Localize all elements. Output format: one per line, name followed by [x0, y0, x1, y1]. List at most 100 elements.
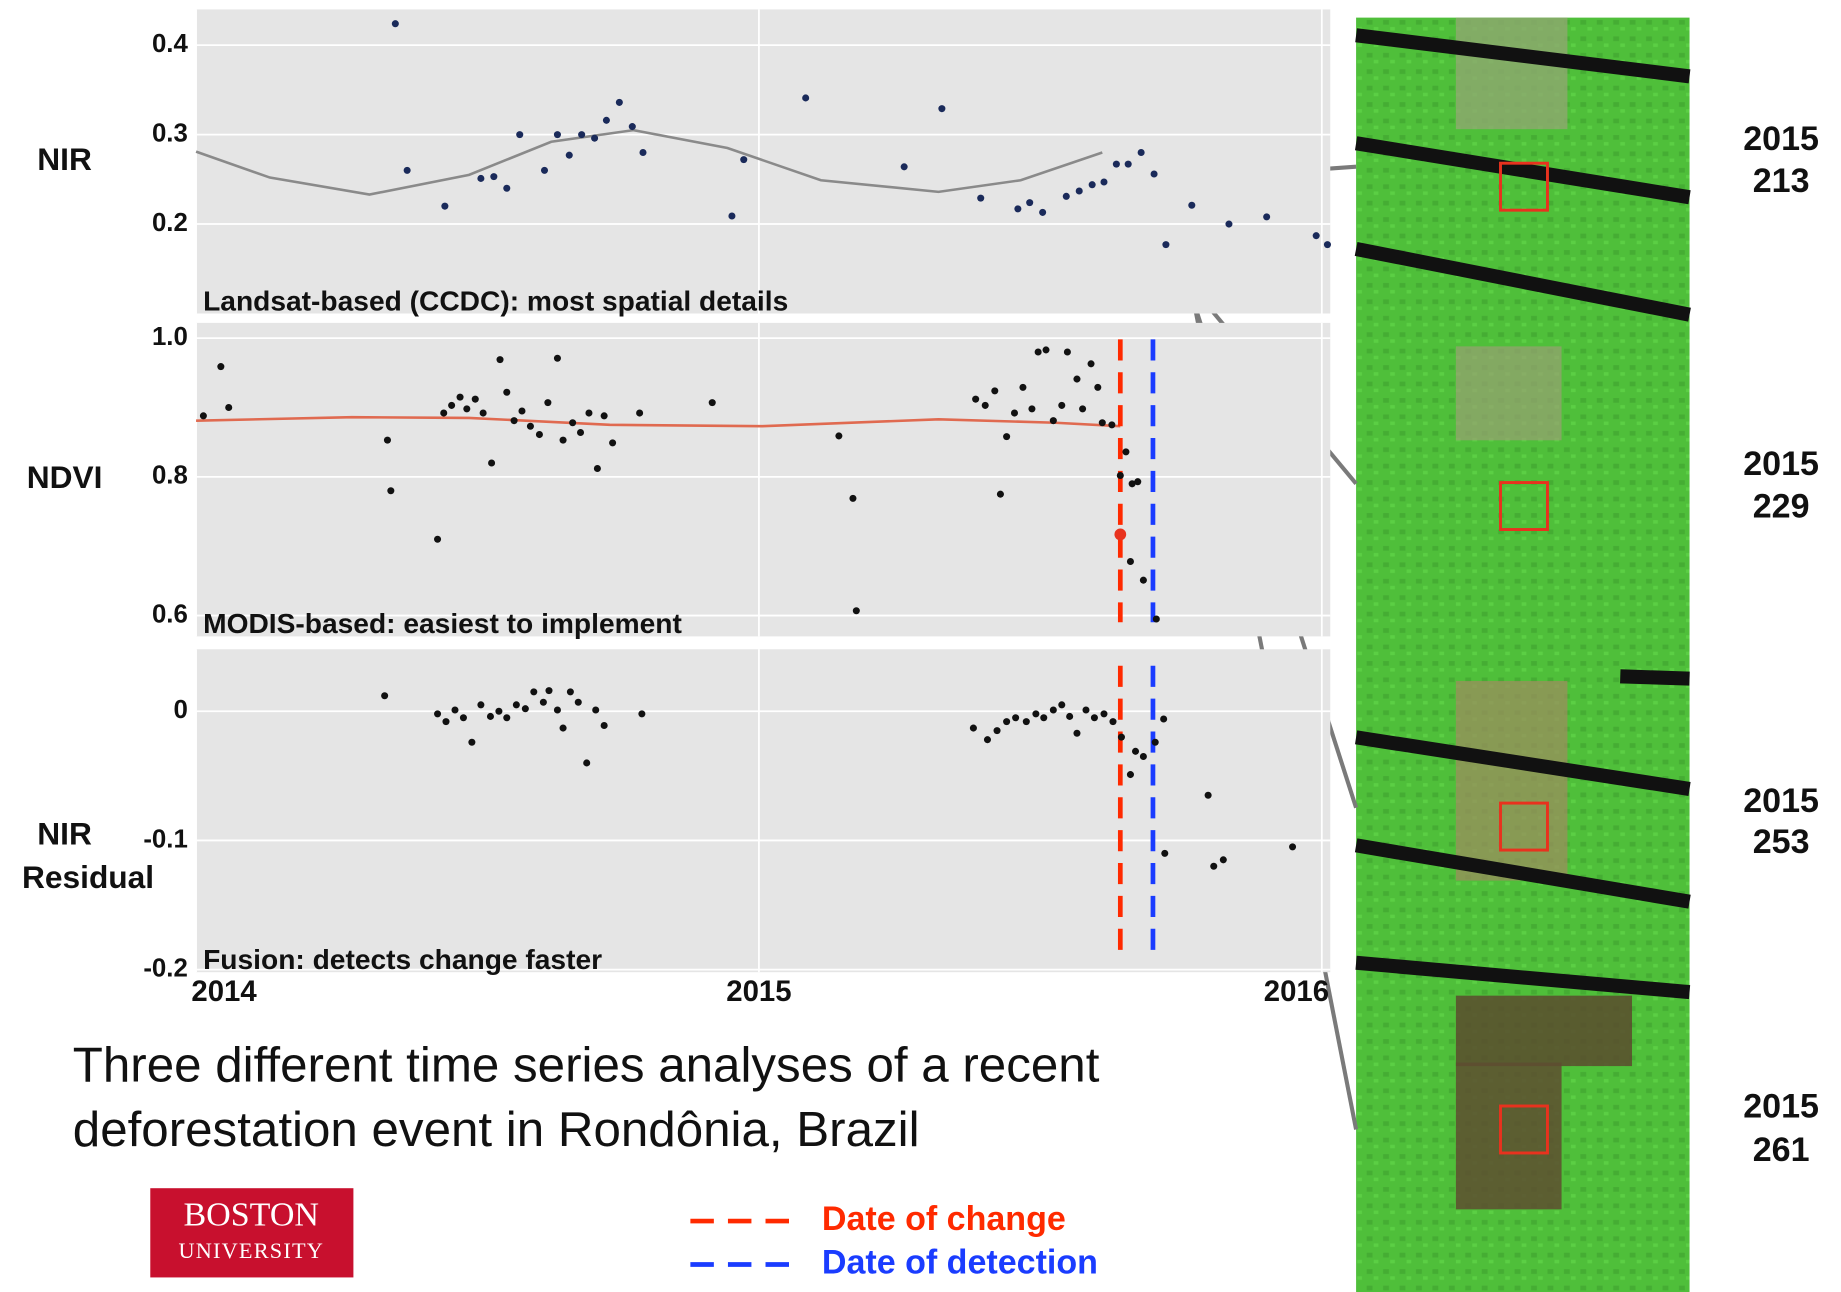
image-day: 229 [1753, 487, 1810, 525]
data-point [1066, 713, 1073, 720]
y-tick-label: 0.2 [152, 209, 188, 237]
panel-annotation: Fusion: detects change faster [203, 943, 602, 975]
data-point [554, 131, 561, 138]
data-point [638, 710, 645, 717]
data-point [554, 706, 561, 713]
data-point [1313, 232, 1320, 239]
data-point [503, 185, 510, 192]
data-point [569, 419, 576, 426]
caption: Three different time series analyses of … [73, 1037, 1100, 1092]
data-point [544, 399, 551, 406]
data-point [603, 117, 610, 124]
data-point [938, 105, 945, 112]
data-point [970, 725, 977, 732]
data-point [1050, 417, 1057, 424]
data-point [977, 195, 984, 202]
data-point [503, 389, 510, 396]
data-point [513, 701, 520, 708]
data-point [1058, 701, 1065, 708]
data-point [1125, 161, 1132, 168]
data-point [629, 123, 636, 130]
y-tick-label: -0.1 [143, 825, 188, 853]
data-point [457, 394, 464, 401]
data-point [477, 701, 484, 708]
data-point [511, 417, 518, 424]
data-point [392, 20, 399, 27]
data-point [1023, 718, 1030, 725]
caption: deforestation event in Rondônia, Brazil [73, 1102, 920, 1157]
data-point [1026, 199, 1033, 206]
y-axis-label: Residual [22, 859, 154, 895]
data-point [488, 459, 495, 466]
data-point [1035, 348, 1042, 355]
data-point [1161, 850, 1168, 857]
data-point [1132, 748, 1139, 755]
panel-annotation: MODIS-based: easiest to implement [203, 607, 682, 639]
data-point [441, 203, 448, 210]
data-point [477, 175, 484, 182]
y-axis-label: NIR [37, 815, 92, 851]
data-point [1324, 241, 1331, 248]
data-point [594, 465, 601, 472]
y-tick-label: 0 [173, 696, 187, 724]
data-point [566, 152, 573, 159]
logo-text: BOSTON [183, 1196, 319, 1233]
data-point [1019, 384, 1026, 391]
data-point [1117, 472, 1124, 479]
data-point [901, 163, 908, 170]
data-point [1113, 161, 1120, 168]
data-point [503, 714, 510, 721]
data-point [1064, 348, 1071, 355]
plot-background [196, 323, 1330, 636]
y-axis-label: NDVI [27, 459, 103, 495]
image-day: 261 [1753, 1131, 1810, 1169]
y-axis-label: NIR [37, 141, 92, 177]
data-point [1140, 753, 1147, 760]
data-point [1118, 734, 1125, 741]
data-point [1122, 448, 1129, 455]
image-year: 2015 [1743, 1087, 1819, 1125]
data-point [1088, 360, 1095, 367]
data-point [616, 99, 623, 106]
data-point [639, 149, 646, 156]
data-point [1039, 209, 1046, 216]
data-point [1079, 405, 1086, 412]
image-year: 2015 [1743, 445, 1819, 483]
data-point [460, 714, 467, 721]
data-point [497, 356, 504, 363]
data-point [1073, 376, 1080, 383]
clearing [1456, 1063, 1562, 1210]
data-point [1014, 205, 1021, 212]
data-point [1162, 241, 1169, 248]
y-tick-label: 0.4 [152, 30, 189, 58]
data-point [472, 396, 479, 403]
data-point [434, 710, 441, 717]
data-point [1160, 716, 1167, 723]
data-point [442, 718, 449, 725]
data-point [527, 423, 534, 430]
data-point [591, 135, 598, 142]
data-point [490, 173, 497, 180]
data-point [1042, 346, 1049, 353]
clearing [1456, 996, 1632, 1066]
x-tick-label: 2015 [726, 975, 791, 1008]
data-point [1108, 421, 1115, 428]
data-point [592, 706, 599, 713]
clearing [1456, 18, 1568, 130]
data-point [1210, 863, 1217, 870]
image-day: 253 [1753, 823, 1810, 861]
data-point [1127, 558, 1134, 565]
data-point [1151, 170, 1158, 177]
data-point [1140, 577, 1147, 584]
data-point [972, 396, 979, 403]
y-tick-label: 0.3 [152, 119, 188, 147]
data-point [1076, 187, 1083, 194]
data-point [451, 706, 458, 713]
data-point [1012, 714, 1019, 721]
data-point [200, 412, 207, 419]
data-point [994, 727, 1001, 734]
data-point [1082, 706, 1089, 713]
data-point [387, 487, 394, 494]
data-point [440, 410, 447, 417]
legend-label: Date of detection [822, 1244, 1098, 1282]
